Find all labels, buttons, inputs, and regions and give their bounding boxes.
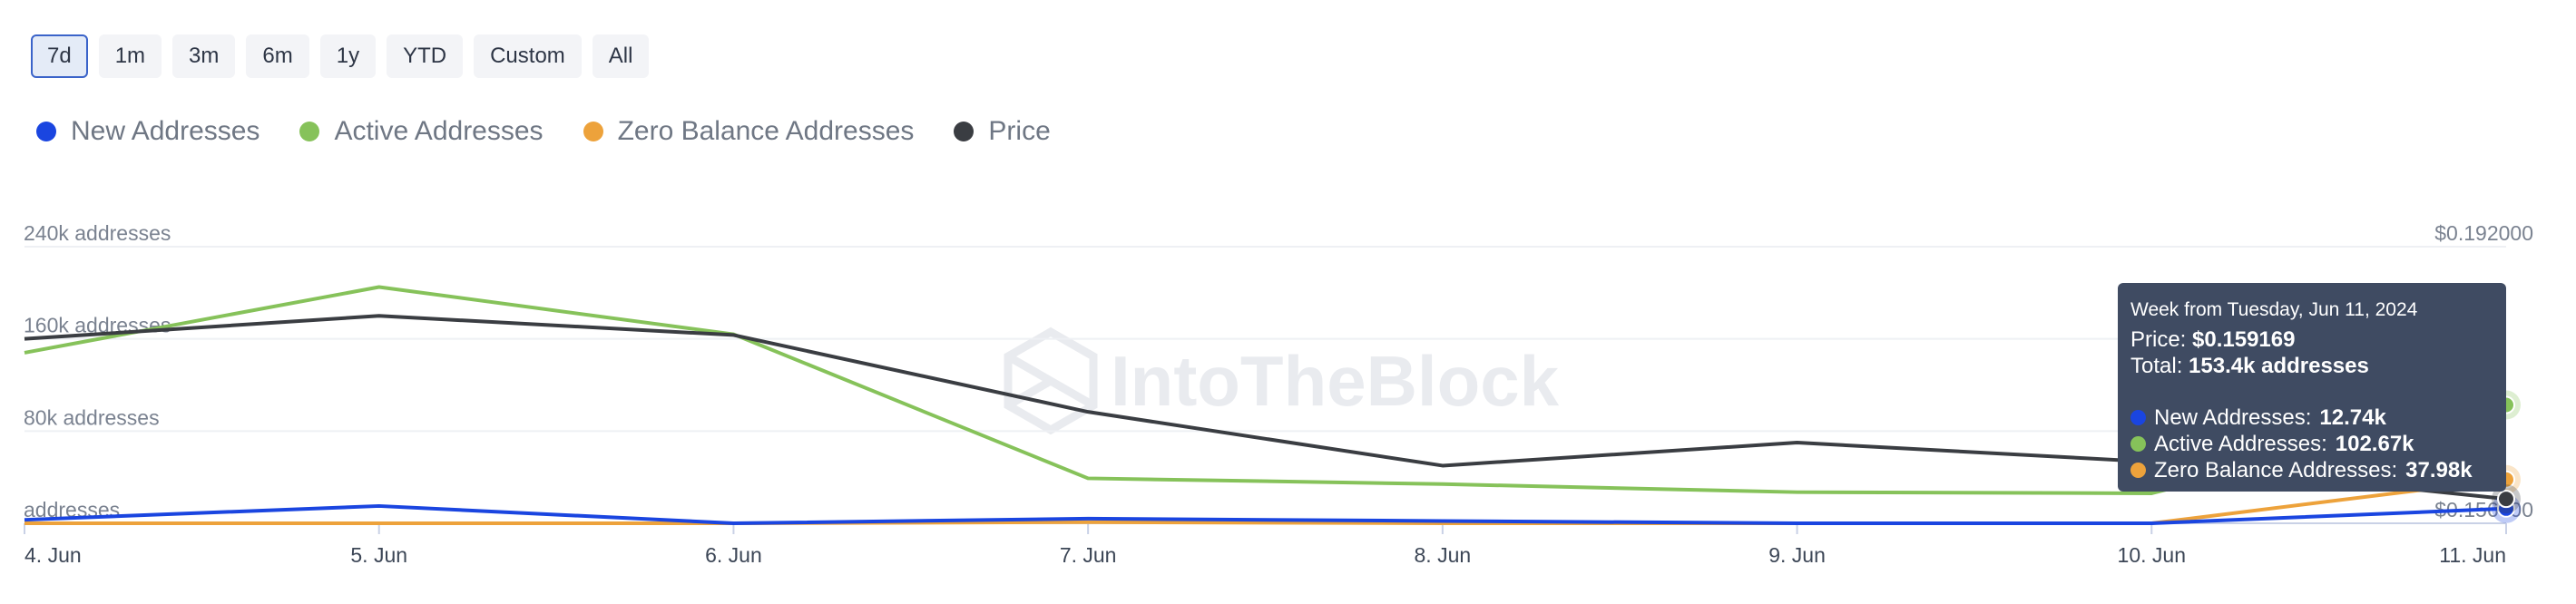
watermark: IntoTheBlock [1004,326,1560,435]
tooltip-dot-zero-balance-addresses [2130,463,2146,478]
tooltip-dot-new-addresses [2130,410,2146,425]
tooltip-total-value: 153.4k addresses [2189,354,2369,378]
range-button-custom[interactable]: Custom [474,34,582,78]
tooltip-row-value: 37.98k [2405,458,2473,482]
range-button-all[interactable]: All [592,34,650,78]
watermark-text: IntoTheBlock [1111,341,1560,421]
y-right-tick-label: $0.192000 [2434,221,2533,245]
hover-marker-price [2497,490,2515,509]
x-tick-label: 9. Jun [1768,543,1826,567]
tooltip-total-label: Total: [2130,354,2189,378]
range-button-1y[interactable]: 1y [319,34,377,78]
x-tick-label: 11. Jun [2439,543,2506,567]
series-lines [24,285,2507,525]
series-line-price [24,314,2507,502]
legend-label-price: Price [988,116,1051,146]
legend-item-new-addresses[interactable]: New Addresses [36,116,260,147]
watermark-logo-icon [1004,326,1098,435]
time-range-selector: 7d 1m 3m 6m 1y YTD Custom All [31,34,650,78]
legend-dot-zero-balance-addresses [583,122,603,141]
series-line-active-addresses [24,285,2507,495]
legend-label-active-addresses: Active Addresses [334,116,544,146]
x-tick-label: 4. Jun [24,543,82,567]
tooltip-row-new-addresses: New Addresses: 12.74k [2130,404,2493,431]
legend-dot-new-addresses [36,122,56,141]
tooltip-row-label: New Addresses: [2154,405,2312,430]
legend-item-zero-balance-addresses[interactable]: Zero Balance Addresses [583,116,915,147]
tooltip-row-active-addresses: Active Addresses: 102.67k [2130,431,2493,457]
tooltip-price-value: $0.159169 [2192,327,2296,352]
range-button-1m[interactable]: 1m [98,34,162,78]
legend-item-active-addresses[interactable]: Active Addresses [299,116,544,147]
range-button-6m[interactable]: 6m [246,34,309,78]
tooltip-dot-active-addresses [2130,436,2146,452]
range-button-3m[interactable]: 3m [172,34,236,78]
legend-dot-price [954,122,975,141]
tooltip-row-zero-balance-addresses: Zero Balance Addresses: 37.98k [2130,457,2493,483]
range-button-ytd[interactable]: YTD [387,34,464,78]
x-tick-label: 5. Jun [350,543,407,567]
tooltip-price-label: Price: [2130,327,2193,352]
legend-label-zero-balance-addresses: Zero Balance Addresses [617,116,915,146]
legend-dot-active-addresses [299,122,320,141]
tooltip-total: Total: 153.4k addresses [2130,353,2493,379]
legend-label-new-addresses: New Addresses [71,116,260,146]
chart-tooltip: Week from Tuesday, Jun 11, 2024 Price: $… [2118,283,2506,492]
tooltip-title: Week from Tuesday, Jun 11, 2024 [2130,299,2418,320]
chart-legend: New Addresses Active Addresses Zero Bala… [36,116,1051,147]
tooltip-row-label: Zero Balance Addresses: [2154,458,2398,482]
x-tick-label: 7. Jun [1060,543,1117,567]
tooltip-row-label: Active Addresses: [2154,432,2327,456]
x-tick-label: 10. Jun [2118,543,2186,567]
range-button-7d[interactable]: 7d [31,34,88,78]
x-tick-label: 8. Jun [1415,543,1472,567]
y-left-tick-label: 80k addresses [24,405,160,429]
tooltip-row-value: 12.74k [2319,405,2386,430]
x-axis: 4. Jun 5. Jun 6. Jun 7. Jun 8. Jun 9. Jun 10. … [24,523,2507,567]
y-left-tick-label: 240k addresses [24,221,171,245]
series-line-new-addresses [24,503,2507,525]
tooltip-price: Price: $0.159169 [2130,326,2493,353]
x-tick-label: 6. Jun [705,543,762,567]
tooltip-row-value: 102.67k [2335,432,2414,456]
tooltip-spacer [2130,379,2493,404]
legend-item-price[interactable]: Price [954,116,1051,147]
